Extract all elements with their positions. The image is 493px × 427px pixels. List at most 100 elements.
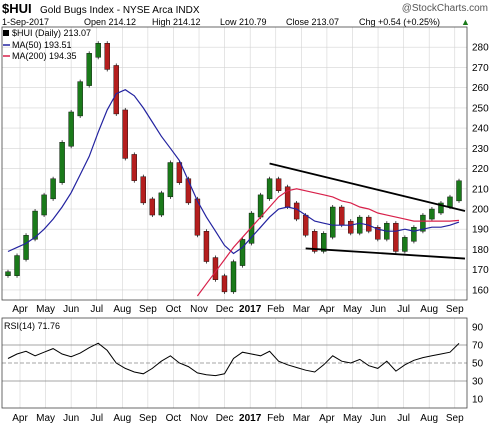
price-candle — [411, 227, 417, 242]
legend-daily-swatch — [3, 30, 9, 36]
price-candle — [131, 154, 137, 181]
price-candle — [149, 198, 156, 216]
price-grid — [2, 27, 467, 300]
price-candle — [32, 210, 38, 240]
price-tick-label: 260 — [472, 83, 489, 94]
price-candle — [257, 194, 264, 218]
header-open: Open 214.12 — [84, 17, 136, 27]
price-date-label: May — [343, 304, 362, 315]
rsi-date-label: Apr — [319, 413, 335, 424]
rsi-label: RSI(14) 71.76 — [4, 321, 60, 331]
price-candle — [86, 53, 92, 86]
price-date-label: Mar — [293, 304, 311, 315]
rsi-date-label: May — [36, 413, 55, 424]
rsi-date-label: Aug — [113, 413, 131, 424]
price-tick-label: 230 — [472, 144, 489, 155]
header-date: 1-Sep-2017 — [2, 17, 49, 27]
price-candle — [203, 231, 210, 262]
price-candle — [402, 237, 408, 252]
price-date-label: Jun — [370, 304, 386, 315]
price-candle — [113, 65, 119, 115]
price-candle — [311, 231, 318, 252]
price-candle — [275, 178, 282, 191]
rsi-grid — [2, 318, 467, 408]
legend-ma200-label: MA(200) 194.35 — [12, 51, 77, 61]
price-candle — [357, 216, 363, 234]
price-candle — [393, 222, 399, 252]
rsi-date-label: Jul — [90, 413, 103, 424]
rsi-tick-label: 30 — [472, 377, 484, 388]
rsi-date-label: Dec — [216, 413, 234, 424]
price-candle — [248, 212, 255, 244]
up-arrow-icon: ▲ — [461, 17, 470, 27]
price-date-label: Aug — [113, 304, 131, 315]
price-tick-label: 200 — [472, 205, 489, 216]
price-candle — [447, 196, 453, 208]
price-tick-label: 270 — [472, 63, 489, 74]
price-date-label: Feb — [267, 304, 285, 315]
rsi-date-label: Aug — [420, 413, 438, 424]
price-candle — [41, 194, 47, 216]
price-date-label: Dec — [216, 304, 234, 315]
price-date-axis: Apr May Jun Jul Aug Sep Oct Nov Dec 2017 Feb Mar Apr… — [12, 304, 464, 315]
price-tick-label: 160 — [472, 285, 489, 296]
rsi-panel-frame — [1, 317, 468, 409]
price-candle — [176, 162, 183, 183]
price-candle — [302, 214, 309, 236]
legend: $HUI (Daily) 213.07 MA(50) 193.51 MA(200… — [3, 28, 91, 61]
price-candle — [5, 271, 11, 276]
rsi-tick-label: 90 — [472, 323, 484, 334]
legend-daily-label: $HUI (Daily) 213.07 — [12, 28, 91, 38]
price-date-label: Aug — [420, 304, 438, 315]
price-candle — [266, 178, 273, 200]
header-change: Chg +0.54 (+0.25%) — [359, 17, 440, 27]
price-candle — [456, 180, 462, 202]
header-high: High 214.12 — [152, 17, 201, 27]
rsi-date-label: Mar — [293, 413, 311, 424]
rsi-date-label: 2017 — [239, 413, 262, 424]
rsi-date-label: Nov — [190, 413, 208, 424]
price-date-label: Apr — [12, 304, 28, 315]
price-tick-label: 180 — [472, 245, 489, 256]
price-date-label: Nov — [190, 304, 208, 315]
price-candle — [68, 111, 74, 147]
rsi-date-label: Jul — [397, 413, 410, 424]
price-tick-label: 240 — [472, 124, 489, 135]
price-candle — [239, 239, 246, 266]
price-panel-frame — [1, 26, 468, 301]
chart-symbol: $HUI — [2, 1, 32, 16]
rsi-date-label: Jun — [370, 413, 386, 424]
price-tick-label: 280 — [472, 43, 489, 54]
price-candle — [420, 214, 426, 232]
price-candle — [330, 206, 336, 238]
price-date-label: Jun — [63, 304, 79, 315]
rsi-date-label: Feb — [267, 413, 285, 424]
legend-ma50-label: MA(50) 193.51 — [12, 40, 72, 50]
rsi-line — [7, 342, 460, 377]
price-date-label: May — [36, 304, 55, 315]
price-candle — [59, 142, 65, 183]
rsi-date-axis: Apr May Jun Jul Aug Sep Oct Nov Dec 2017 Feb Mar Apr… — [12, 413, 464, 424]
price-axis: 160 170 180 190 200 210 220 230 240 250 260 270 280 — [472, 43, 489, 297]
header-low: Low 210.79 — [220, 17, 267, 27]
price-date-label: Oct — [166, 304, 182, 315]
rsi-date-label: Sep — [446, 413, 464, 424]
chart-name: Gold Bugs Index - NYSE Arca INDX — [40, 5, 200, 16]
price-candle — [348, 220, 354, 234]
upper-trendline — [269, 162, 466, 212]
price-date-label: Sep — [139, 304, 157, 315]
price-candle — [140, 176, 147, 204]
price-candle — [167, 162, 174, 198]
price-candle — [122, 109, 128, 159]
price-candle — [221, 275, 228, 293]
rsi-tick-label: 50 — [472, 359, 484, 370]
price-date-label: Jul — [397, 304, 410, 315]
price-candle — [77, 81, 83, 117]
price-date-label: Jul — [90, 304, 103, 315]
price-candle — [95, 43, 101, 58]
price-panel — [5, 41, 466, 297]
price-candle — [23, 235, 29, 260]
price-tick-label: 220 — [472, 164, 489, 175]
price-date-label: Sep — [446, 304, 464, 315]
